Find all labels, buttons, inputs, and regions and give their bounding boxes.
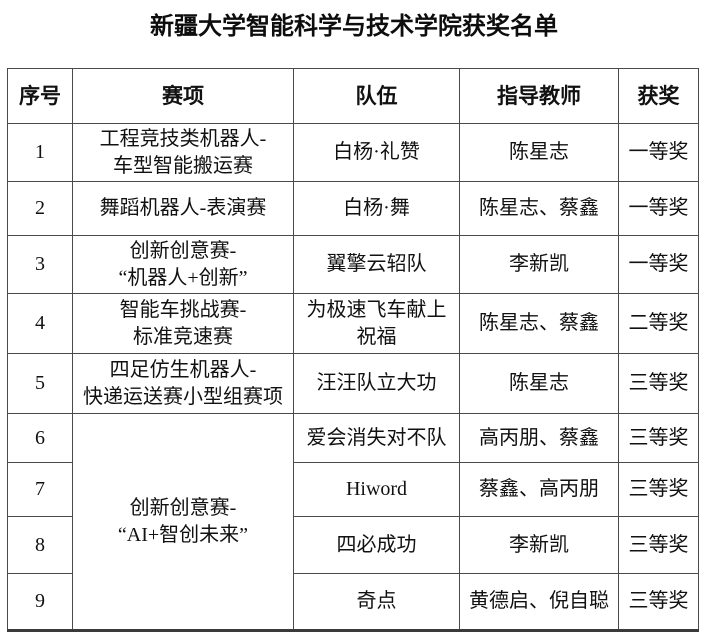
table-row: 1 工程竞技类机器人- 车型智能搬运赛 白杨·礼赞 陈星志 一等奖: [7, 123, 699, 182]
award-cell: 一等奖: [618, 235, 699, 294]
header-row: 序号 赛项 队伍 指导教师 获奖: [7, 68, 699, 124]
seq-cell: 7: [7, 462, 73, 517]
award-cell: 三等奖: [618, 462, 699, 517]
col-header-seq: 序号: [7, 68, 73, 124]
event-cell: 工程竞技类机器人- 车型智能搬运赛: [72, 123, 294, 182]
award-cell: 三等奖: [618, 353, 699, 414]
table-row: 6 创新创意赛- “AI+智创未来” 爱会消失对不队 高丙朋、蔡鑫 三等奖: [7, 413, 699, 631]
event-cell: 智能车挑战赛- 标准竞速赛: [72, 293, 294, 354]
seq-cell: 6: [7, 413, 73, 463]
event-cell-merged: 创新创意赛- “AI+智创未来”: [72, 413, 294, 631]
team-cell: 白杨·礼赞: [293, 123, 460, 182]
table-row: 3 创新创意赛- “机器人+创新” 翼擎云轺队 李新凯 一等奖: [7, 235, 699, 294]
seq-cell: 4: [7, 293, 73, 354]
seq-cell: 2: [7, 181, 73, 236]
event-cell: 舞蹈机器人-表演赛: [72, 181, 294, 236]
seq-cell: 1: [7, 123, 73, 182]
award-cell: 一等奖: [618, 181, 699, 236]
award-cell: 三等奖: [618, 413, 699, 463]
teacher-cell: 黄德启、倪自聪: [459, 573, 619, 631]
award-table: 序号 赛项 队伍 指导教师 获奖 1 工程竞技类机器人- 车型智能搬运赛 白杨·…: [7, 68, 699, 632]
teacher-cell: 高丙朋、蔡鑫: [459, 413, 619, 463]
table-row: 9 奇点 黄德启、倪自聪 三等奖: [7, 573, 699, 631]
teacher-cell: 陈星志: [459, 123, 619, 182]
award-cell: 一等奖: [618, 123, 699, 182]
team-cell: 汪汪队立大功: [293, 353, 460, 414]
page-title: 新疆大学智能科学与技术学院获奖名单: [150, 13, 558, 40]
teacher-cell: 李新凯: [459, 235, 619, 294]
teacher-cell: 蔡鑫、高丙朋: [459, 462, 619, 517]
team-cell: 为极速飞车献上 祝福: [293, 293, 460, 354]
event-cell: 四足仿生机器人- 快递运送赛小型组赛项: [72, 353, 294, 414]
team-cell: 奇点: [293, 573, 460, 631]
teacher-cell: 李新凯: [459, 516, 619, 574]
teacher-cell: 陈星志、蔡鑫: [459, 181, 619, 236]
col-header-event: 赛项: [72, 68, 294, 124]
award-cell: 二等奖: [618, 293, 699, 354]
team-cell: 爱会消失对不队: [293, 413, 460, 463]
col-header-teacher: 指导教师: [459, 68, 619, 124]
team-cell: 翼擎云轺队: [293, 235, 460, 294]
seq-cell: 5: [7, 353, 73, 414]
seq-cell: 3: [7, 235, 73, 294]
table-row: 4 智能车挑战赛- 标准竞速赛 为极速飞车献上 祝福 陈星志、蔡鑫 二等奖: [7, 293, 699, 354]
team-cell: 四必成功: [293, 516, 460, 574]
table-row: 8 四必成功 李新凯 三等奖: [7, 516, 699, 574]
seq-cell: 9: [7, 573, 73, 631]
teacher-cell: 陈星志: [459, 353, 619, 414]
award-cell: 三等奖: [618, 573, 699, 631]
teacher-cell: 陈星志、蔡鑫: [459, 293, 619, 354]
table-row: 2 舞蹈机器人-表演赛 白杨·舞 陈星志、蔡鑫 一等奖: [7, 181, 699, 236]
event-cell: 创新创意赛- “机器人+创新”: [72, 235, 294, 294]
team-cell: 白杨·舞: [293, 181, 460, 236]
col-header-award: 获奖: [618, 68, 699, 124]
table-row: 7 Hiword 蔡鑫、高丙朋 三等奖: [7, 462, 699, 517]
col-header-team: 队伍: [293, 68, 460, 124]
table-row: 5 四足仿生机器人- 快递运送赛小型组赛项 汪汪队立大功 陈星志 三等奖: [7, 353, 699, 414]
seq-cell: 8: [7, 516, 73, 574]
team-cell: Hiword: [293, 462, 460, 517]
award-cell: 三等奖: [618, 516, 699, 574]
